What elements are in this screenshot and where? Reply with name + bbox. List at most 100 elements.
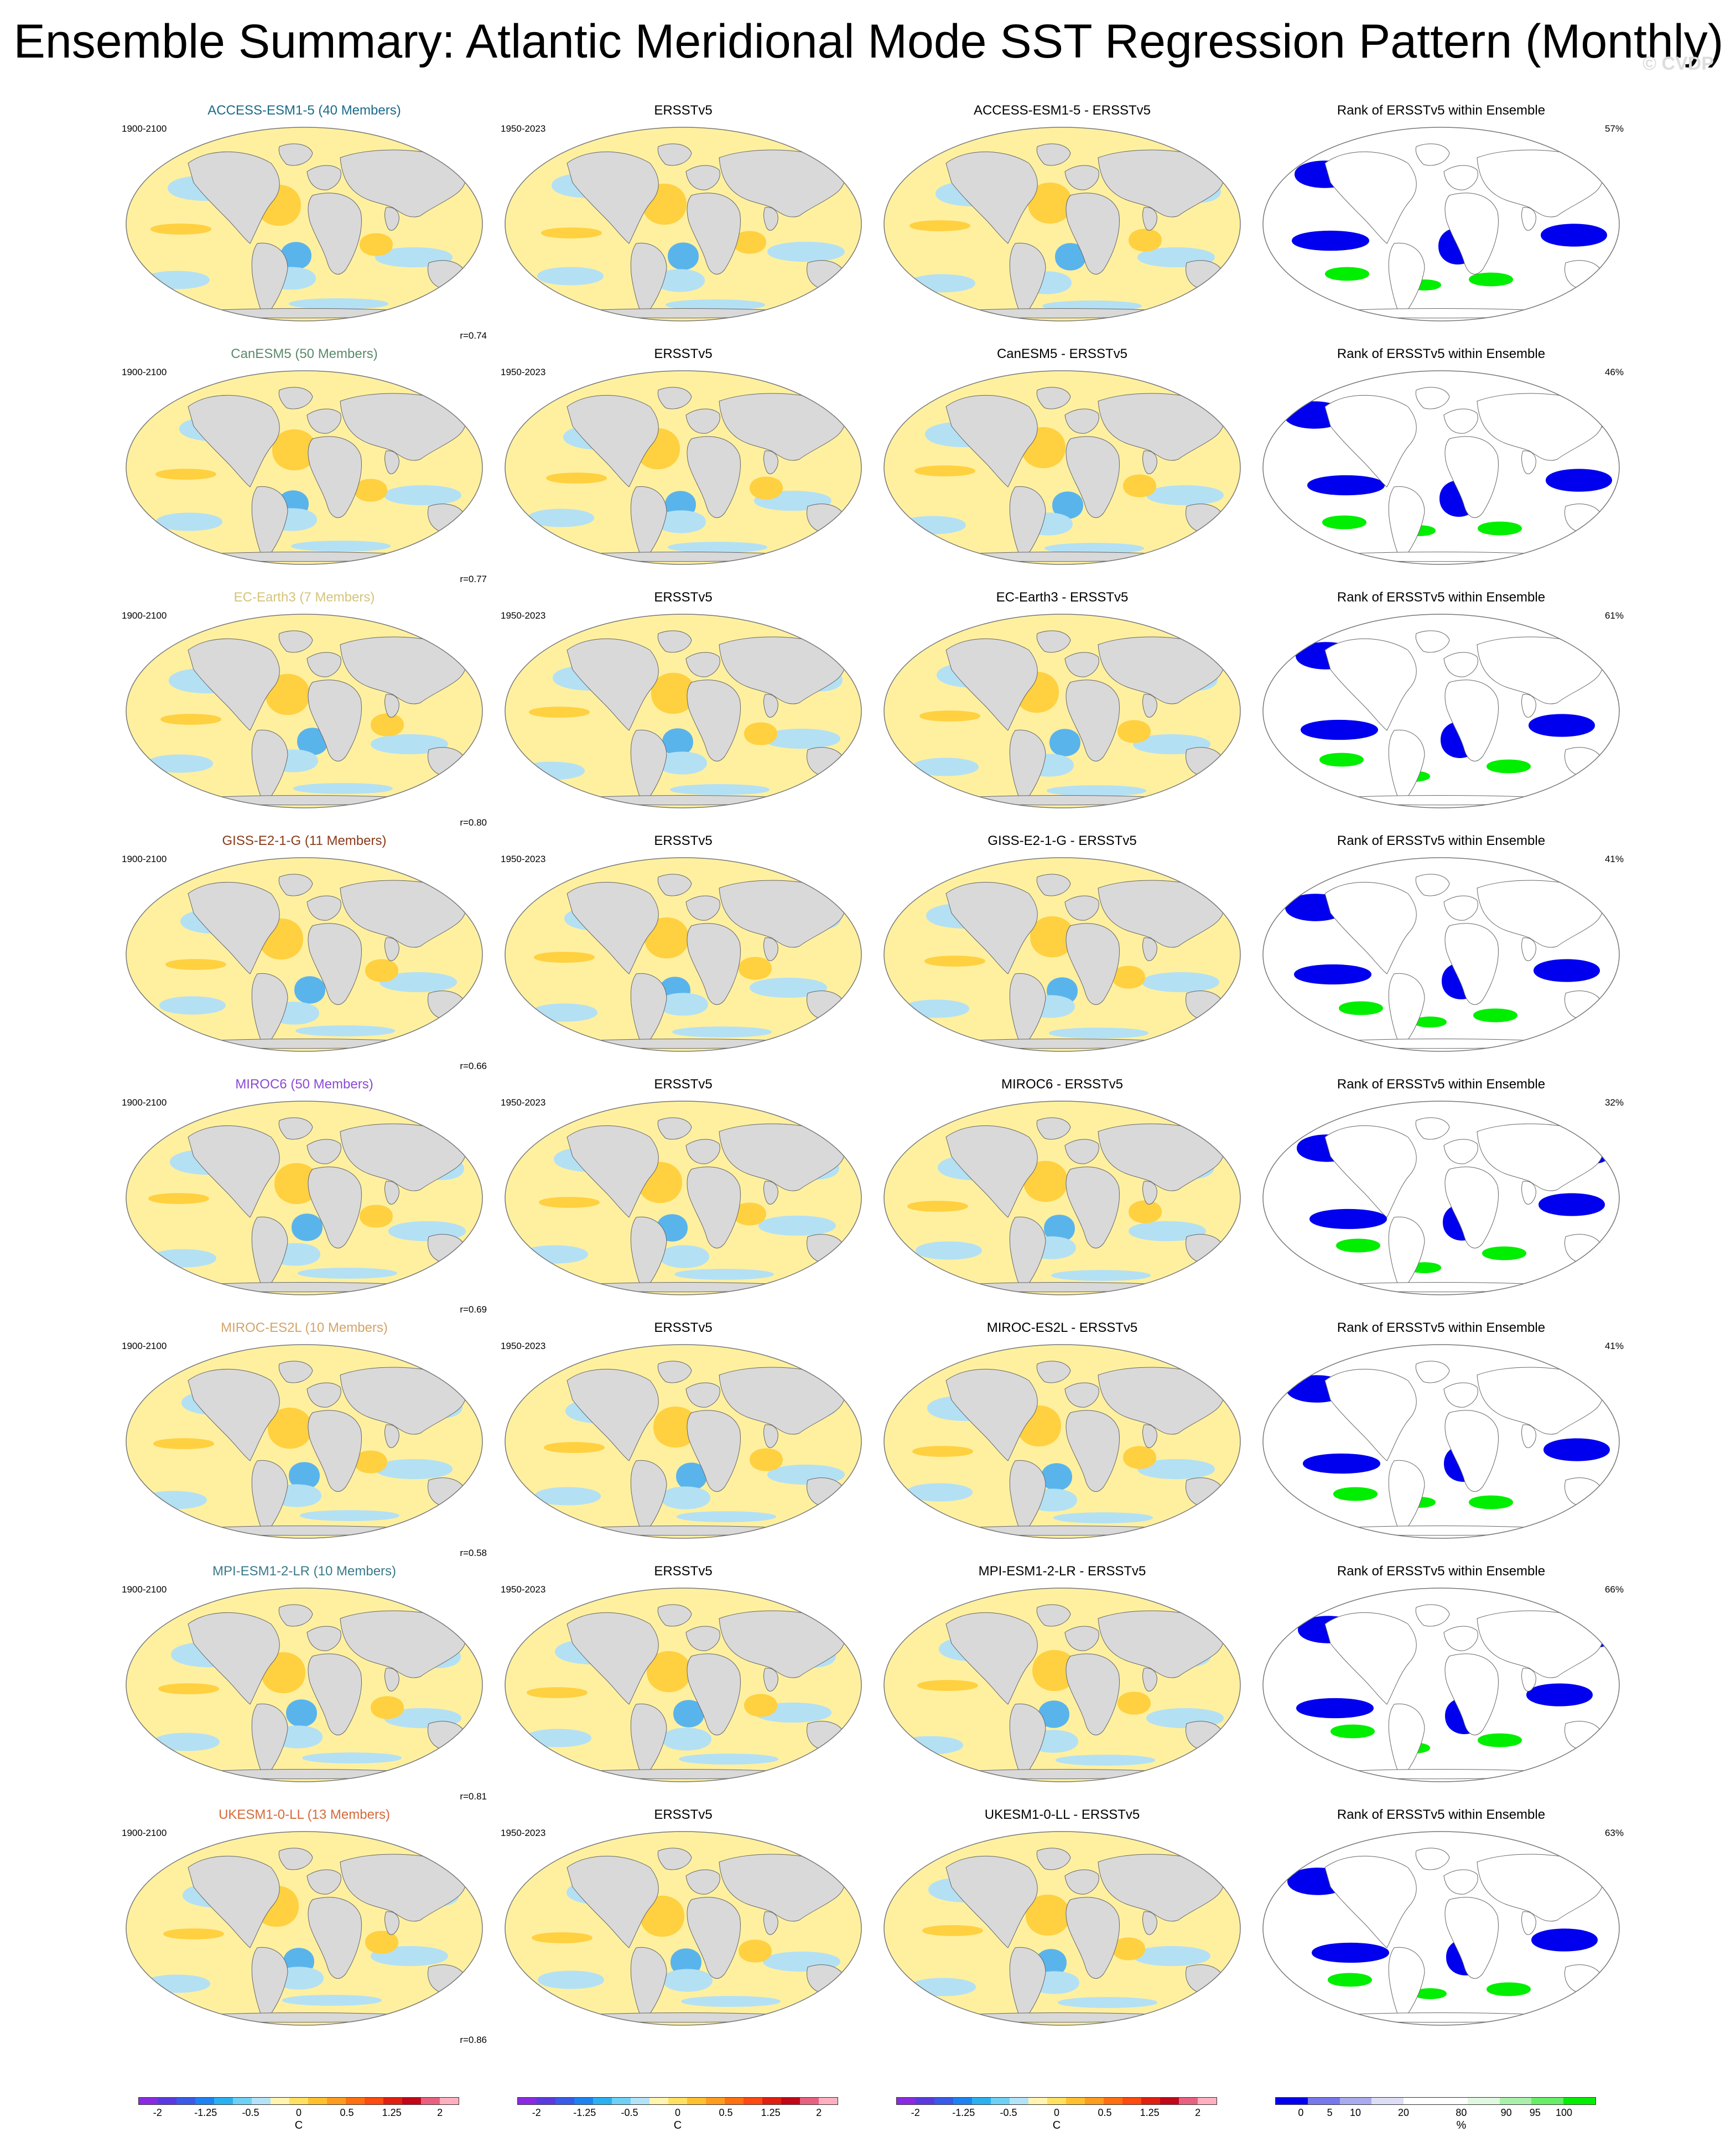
land-india xyxy=(384,1668,399,1692)
panel-title: ERSSTv5 xyxy=(654,1564,713,1579)
period-label: 1950-2023 xyxy=(501,123,546,134)
panel-title: ACCESS-ESM1-5 (40 Members) xyxy=(207,103,401,118)
anomaly-region xyxy=(1058,1997,1157,2008)
map-outline xyxy=(505,1344,862,1539)
land-antarctica xyxy=(1308,1526,1574,1536)
map-outline xyxy=(126,1831,483,2026)
colorbar-box xyxy=(1467,2098,1500,2104)
anomaly-region xyxy=(365,1931,398,1954)
colorbar-box xyxy=(1339,2098,1372,2104)
anomaly-region xyxy=(148,1193,209,1204)
map-outline xyxy=(1262,1101,1620,1295)
anomaly-region xyxy=(914,465,975,476)
anomaly-region xyxy=(282,1995,382,2006)
panel-title: Rank of ERSSTv5 within Ensemble xyxy=(1337,590,1546,605)
colorbar-box xyxy=(1371,2098,1404,2104)
anomaly-region xyxy=(733,1202,766,1226)
colorbar-box xyxy=(1531,2098,1564,2104)
anomaly-region xyxy=(153,1732,220,1751)
anomaly-region xyxy=(1294,964,1371,985)
panel-title: MIROC6 (50 Members) xyxy=(235,1077,373,1092)
land-greenland xyxy=(1036,1361,1071,1383)
map-outline xyxy=(1262,857,1620,1052)
land-antarctica xyxy=(171,795,438,806)
colorbar-box xyxy=(365,2098,383,2104)
panel-rank: Rank of ERSSTv5 within Ensemble 41% xyxy=(1259,1320,1624,1563)
colorbar-box xyxy=(725,2098,744,2104)
land-greenland xyxy=(278,1361,313,1383)
colorbar-box xyxy=(1028,2098,1047,2104)
colorbar-tick: 1.25 xyxy=(1140,2107,1160,2118)
anomaly-region xyxy=(289,1462,320,1490)
land-north-america xyxy=(945,151,1038,244)
anomaly-region xyxy=(380,972,457,993)
land-india xyxy=(763,694,778,718)
colorbar-box xyxy=(649,2098,668,2104)
colorbar-tick: -1.25 xyxy=(194,2107,217,2118)
anomaly-region xyxy=(1478,521,1522,536)
panel-title: Rank of ERSSTv5 within Ensemble xyxy=(1337,1320,1546,1335)
panel-title: ERSSTv5 xyxy=(654,1807,713,1822)
colorbar-tick: -1.25 xyxy=(952,2107,975,2118)
anomaly-region xyxy=(767,241,845,262)
anomaly-region xyxy=(1303,1453,1380,1474)
panel-diff: CanESM5 - ERSSTv5 xyxy=(880,346,1245,589)
map-outline xyxy=(126,1344,483,1539)
anomaly-region xyxy=(1118,720,1151,743)
anomaly-region xyxy=(677,1511,776,1522)
map-outline xyxy=(1262,127,1620,321)
colorbar-tick: 90 xyxy=(1500,2107,1512,2118)
anomaly-region xyxy=(651,672,695,714)
land-greenland xyxy=(278,1117,313,1140)
land-africa xyxy=(1065,1410,1120,1492)
colorbar-box xyxy=(308,2098,327,2104)
map-outline xyxy=(126,127,483,321)
anomaly-region xyxy=(1038,1700,1069,1728)
anomaly-region xyxy=(534,1487,601,1506)
land-greenland xyxy=(1036,874,1071,896)
land-india xyxy=(384,1181,399,1205)
anomaly-region xyxy=(663,1969,713,1992)
land-europe xyxy=(1443,1382,1478,1408)
land-africa xyxy=(308,193,362,275)
land-india xyxy=(384,937,399,961)
rank-percent: 32% xyxy=(1604,1097,1624,1108)
colorbar-box xyxy=(421,2098,440,2104)
land-greenland xyxy=(1415,1117,1450,1140)
anomaly-region xyxy=(744,1694,777,1717)
land-north-america xyxy=(188,1855,280,1948)
land-north-america xyxy=(1324,1368,1417,1461)
land-antarctica xyxy=(550,1282,817,1293)
colorbar-tick: -2 xyxy=(911,2107,920,2118)
land-antarctica xyxy=(550,1039,817,1049)
panel-title: ERSSTv5 xyxy=(654,590,713,605)
anomaly-region xyxy=(647,1651,691,1693)
map-obs xyxy=(505,1344,862,1539)
land-antarctica xyxy=(171,1769,438,1780)
anomaly-region xyxy=(656,510,706,533)
land-india xyxy=(763,207,778,231)
colorbar-box xyxy=(612,2098,631,2104)
land-north-america xyxy=(1324,881,1417,974)
land-europe xyxy=(1443,408,1478,434)
anomaly-region xyxy=(1328,1973,1372,1987)
panel-title: Rank of ERSSTv5 within Ensemble xyxy=(1337,103,1546,118)
land-india xyxy=(384,1424,399,1448)
colorbar-box xyxy=(252,2098,271,2104)
land-africa xyxy=(687,1410,741,1492)
map-rank xyxy=(1262,614,1620,808)
anomaly-region xyxy=(529,707,590,718)
anomaly-region xyxy=(274,1163,319,1205)
panel-title: MPI-ESM1-2-LR (10 Members) xyxy=(212,1564,397,1579)
land-africa xyxy=(1444,1653,1499,1736)
colorbar-unit: % xyxy=(1456,2119,1467,2131)
panel-title: MIROC-ES2L (10 Members) xyxy=(221,1320,388,1335)
anomaly-region xyxy=(1325,267,1369,281)
rank-percent: 61% xyxy=(1604,610,1624,621)
panel-diff: MPI-ESM1-2-LR - ERSSTv5 xyxy=(880,1563,1245,1807)
panel-title: ERSSTv5 xyxy=(654,103,713,118)
land-europe xyxy=(1064,1626,1099,1651)
land-greenland xyxy=(1036,630,1071,653)
land-india xyxy=(1142,1911,1157,1935)
colorbar-box xyxy=(555,2098,574,2104)
